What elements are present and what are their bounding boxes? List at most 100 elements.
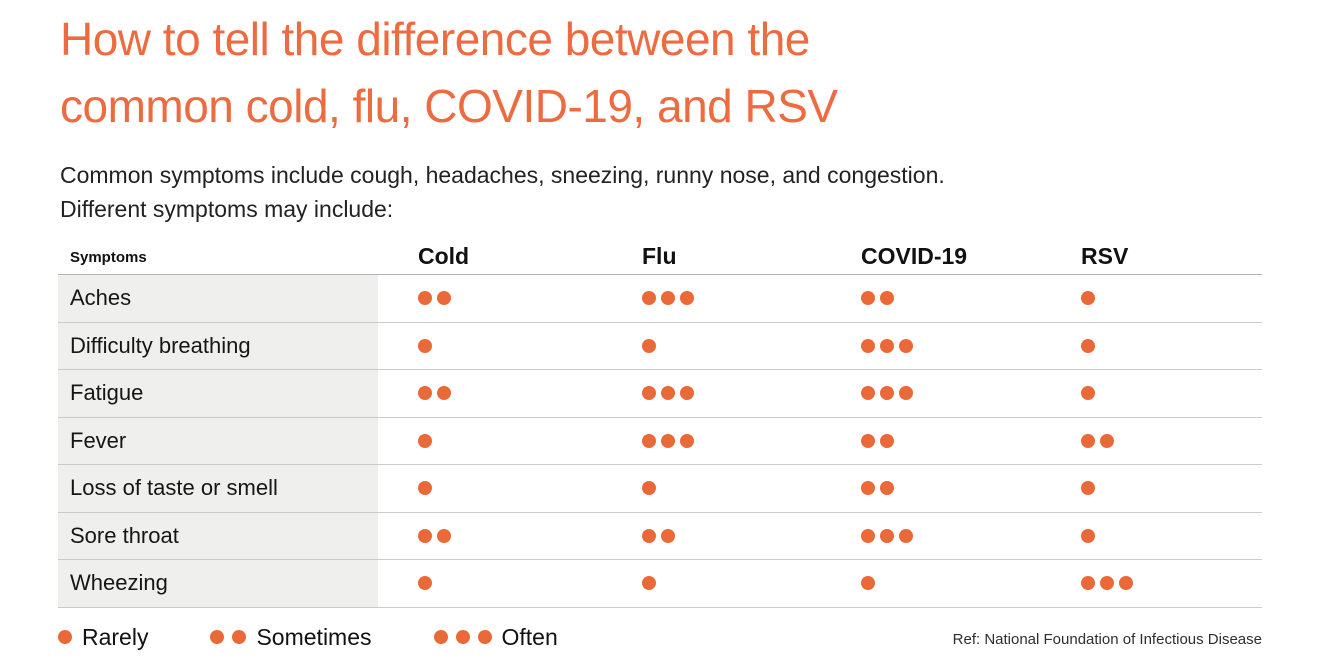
rating-dot	[642, 433, 656, 448]
rating-dot	[642, 576, 656, 591]
legend-item-rarely: Rarely	[58, 624, 148, 651]
dot-cell-covid-19	[861, 386, 913, 401]
legend-item-sometimes: Sometimes	[210, 623, 372, 651]
rating-dot	[642, 481, 656, 496]
dot-cell-rsv	[1081, 338, 1095, 353]
dot-cell-flu	[642, 386, 694, 401]
rating-dot	[642, 386, 656, 401]
dot-cell-flu	[642, 291, 694, 306]
dot-cell-covid-19	[861, 528, 913, 543]
rating-dot	[642, 528, 656, 543]
rating-dot	[477, 630, 492, 644]
dot-cell-cold	[418, 576, 432, 591]
rating-dot	[1081, 528, 1095, 543]
legend-label: Rarely	[82, 623, 149, 650]
rating-dot	[642, 291, 656, 306]
table-row: Fever	[58, 417, 1262, 465]
dot-cell-rsv	[1081, 386, 1095, 401]
legend: Rarely Sometimes Often	[58, 620, 558, 654]
table-row: Aches	[58, 275, 1262, 323]
col-header-covid-19: COVID-19	[861, 243, 968, 269]
dot-cell-covid-19	[861, 291, 894, 306]
table-row: Sore throat	[58, 512, 1262, 560]
symptom-label: Fever	[58, 417, 378, 464]
dot-cell-rsv	[1081, 291, 1095, 306]
table-row: Wheezing	[58, 560, 1262, 608]
rating-dot	[861, 386, 875, 401]
dot-cell-rsv	[1081, 528, 1095, 543]
dot-cell-cold	[418, 481, 432, 496]
rating-dot	[418, 338, 432, 353]
rating-dot	[642, 338, 656, 353]
table-row: Difficulty breathing	[58, 322, 1262, 370]
subtitle-line2: Different symptoms may include:	[60, 196, 394, 222]
legend-dots	[58, 630, 72, 644]
legend-dots	[433, 630, 492, 644]
rating-dot	[437, 528, 451, 543]
rating-dot	[880, 528, 894, 543]
col-header-cold: Cold	[418, 243, 470, 269]
rating-dot	[899, 528, 913, 543]
rating-dot	[661, 528, 675, 543]
dot-cell-covid-19	[861, 576, 875, 591]
rating-dot	[418, 528, 432, 543]
rating-dot	[661, 386, 675, 401]
dot-cell-covid-19	[861, 338, 913, 353]
rating-dot	[418, 576, 432, 591]
page-title-line2: common cold, flu, COVID-19, and RSV	[60, 80, 838, 132]
dot-cell-cold	[418, 338, 432, 353]
dot-cell-rsv	[1081, 433, 1114, 448]
table-row: Loss of taste or smell	[58, 465, 1262, 513]
rating-dot	[861, 338, 875, 353]
legend-item-often: Often	[433, 624, 558, 651]
rating-dot	[861, 528, 875, 543]
rating-dot	[455, 630, 470, 644]
dot-cell-covid-19	[861, 481, 894, 496]
symptoms-table-body: Aches Difficulty breathing Fatigue Fever Los…	[58, 275, 1262, 608]
rating-dot	[680, 386, 694, 401]
rating-dot	[880, 433, 894, 448]
symptom-label: Aches	[58, 275, 378, 322]
dot-cell-flu	[642, 481, 656, 496]
rating-dot	[1081, 481, 1095, 496]
rating-dot	[661, 433, 675, 448]
rating-dot	[232, 630, 247, 644]
rating-dot	[861, 433, 875, 448]
rating-dot	[899, 338, 913, 353]
rating-dot	[899, 386, 913, 401]
table-row: Fatigue	[58, 370, 1262, 418]
rating-dot	[880, 481, 894, 496]
dot-cell-flu	[642, 338, 656, 353]
dot-cell-covid-19	[861, 433, 894, 448]
reference-note: Ref: National Foundation of Infectious D…	[952, 631, 1262, 648]
rating-dot	[418, 481, 432, 496]
rating-dot	[1081, 433, 1095, 448]
rating-dot	[861, 576, 875, 591]
dot-cell-flu	[642, 433, 694, 448]
table-header-row: Symptoms Cold Flu COVID-19 RSV	[58, 238, 1262, 275]
rating-dot	[680, 433, 694, 448]
dot-cell-rsv	[1081, 576, 1133, 591]
rating-dot	[861, 481, 875, 496]
page-title-line1: How to tell the difference between the	[60, 13, 810, 65]
dot-cell-cold	[418, 386, 451, 401]
subtitle: Common symptoms include cough, headaches…	[60, 158, 945, 226]
legend-label: Sometimes	[256, 623, 372, 650]
dot-cell-rsv	[1081, 481, 1095, 496]
rating-dot	[1100, 576, 1114, 591]
rating-dot	[210, 630, 225, 644]
col-header-symptoms: Symptoms	[70, 249, 147, 266]
symptom-label: Fatigue	[58, 370, 378, 417]
rating-dot	[418, 433, 432, 448]
dot-cell-cold	[418, 291, 451, 306]
dot-cell-flu	[642, 576, 656, 591]
rating-dot	[1081, 576, 1095, 591]
rating-dot	[1119, 576, 1133, 591]
page-title: How to tell the difference between the c…	[60, 6, 838, 140]
dot-cell-cold	[418, 528, 451, 543]
rating-dot	[437, 291, 451, 306]
symptom-label: Sore throat	[58, 512, 378, 559]
symptom-label: Difficulty breathing	[58, 322, 378, 369]
symptom-label: Wheezing	[58, 560, 378, 607]
